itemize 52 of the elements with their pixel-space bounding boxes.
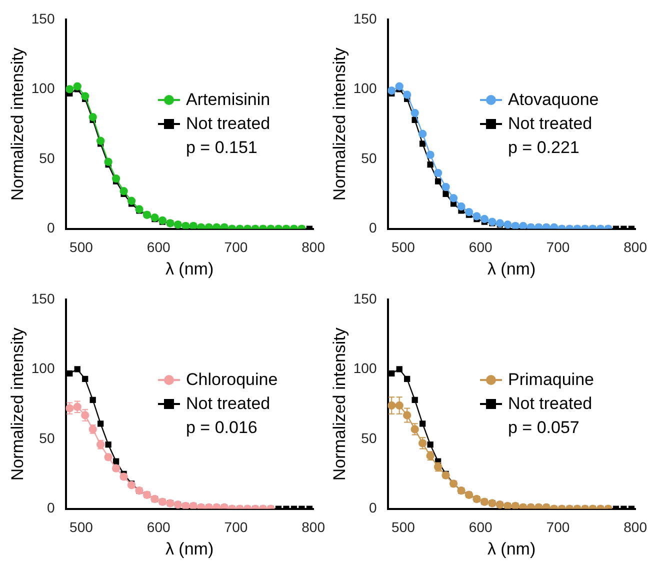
x-tick-label: 500 xyxy=(392,519,416,536)
y-axis-title: Normalized intensity xyxy=(8,327,27,481)
legend-label: Artemisinin xyxy=(186,89,270,111)
y-tick-label: 50 xyxy=(361,150,377,166)
x-axis-title: λ (nm) xyxy=(165,539,214,558)
y-tick-label: 0 xyxy=(46,500,55,516)
x-tick-label: 800 xyxy=(302,239,326,256)
y-tick-label: 100 xyxy=(31,360,55,376)
x-tick-label: 700 xyxy=(224,519,248,536)
x-tick-label: 600 xyxy=(468,519,492,536)
x-tick-label: 500 xyxy=(70,519,94,536)
y-tick-label: 50 xyxy=(39,430,55,446)
x-tick-label: 500 xyxy=(70,239,94,256)
x-tick-label: 800 xyxy=(302,519,326,536)
y-tick-label: 0 xyxy=(368,500,377,516)
legend-label: Not treated xyxy=(186,393,270,415)
y-tick-label: 100 xyxy=(353,80,377,96)
y-tick-label: 50 xyxy=(39,150,55,166)
legend-label: Primaquine xyxy=(508,369,594,391)
legend-label: Not treated xyxy=(186,113,270,135)
x-tick-label: 700 xyxy=(546,239,570,256)
legend-label: Not treated xyxy=(508,393,592,415)
x-tick-label: 600 xyxy=(468,239,492,256)
y-tick-label: 0 xyxy=(368,220,377,236)
y-tick-label: 150 xyxy=(31,10,55,26)
annotation: p = 0.221 xyxy=(508,137,580,159)
x-axis-title: λ (nm) xyxy=(487,539,536,558)
x-tick-label: 700 xyxy=(546,519,570,536)
x-tick-label: 700 xyxy=(224,239,248,256)
annotation: p = 0.151 xyxy=(186,137,258,159)
y-tick-label: 150 xyxy=(353,10,377,26)
x-axis-title: λ (nm) xyxy=(487,259,536,278)
y-tick-label: 100 xyxy=(31,80,55,96)
annotation: p = 0.057 xyxy=(508,417,580,439)
y-axis-title: Normalized intensity xyxy=(8,47,27,201)
x-tick-label: 600 xyxy=(146,519,170,536)
y-tick-label: 150 xyxy=(353,290,377,306)
x-tick-label: 500 xyxy=(392,239,416,256)
y-tick-label: 100 xyxy=(353,360,377,376)
y-tick-label: 150 xyxy=(31,290,55,306)
y-tick-label: 50 xyxy=(361,430,377,446)
annotation: p = 0.016 xyxy=(186,417,258,439)
legend-label: Atovaquone xyxy=(508,89,599,111)
x-axis-title: λ (nm) xyxy=(165,259,214,278)
x-tick-label: 800 xyxy=(624,239,648,256)
x-tick-label: 600 xyxy=(146,239,170,256)
y-tick-label: 0 xyxy=(46,220,55,236)
legend-label: Not treated xyxy=(508,113,592,135)
y-axis-title: Normalized intensity xyxy=(330,47,349,201)
x-tick-label: 800 xyxy=(624,519,648,536)
legend-label: Chloroquine xyxy=(186,369,278,391)
y-axis-title: Normalized intensity xyxy=(330,327,349,481)
